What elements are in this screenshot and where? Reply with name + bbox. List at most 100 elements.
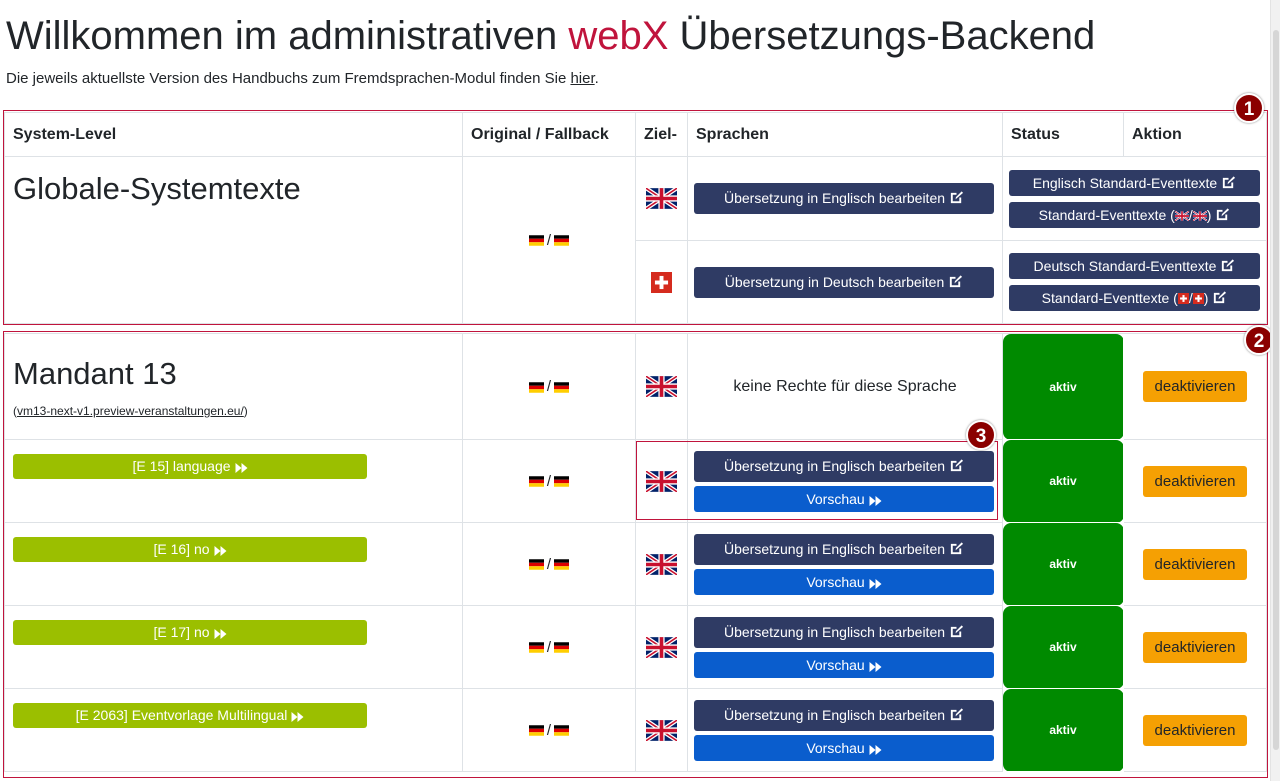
mandant-domain: (vm13-next-v1.preview-veranstaltungen.eu… — [13, 404, 454, 418]
preview-e16-button[interactable]: Vorschau — [694, 568, 994, 595]
table-row: [E 17] no / Übersetzung in Englisch bear… — [4, 605, 1267, 689]
fallback-cell: / — [462, 333, 636, 440]
fallback-separator: / — [546, 555, 552, 573]
preview-e17-button[interactable]: Vorschau — [694, 651, 994, 678]
deactivate-e16-button[interactable]: deaktivieren — [1143, 548, 1247, 580]
event-label-cell: [E 16] no — [4, 522, 463, 606]
german-flag-icon — [528, 725, 544, 736]
column-header-system-level: System-Level — [4, 112, 463, 157]
annotation-marker-3: 3 — [966, 420, 996, 450]
uk-flag-icon — [1192, 210, 1207, 221]
column-header-original: Original / Fallback — [462, 112, 636, 157]
language-action-cell: keine Rechte für diese Sprache — [687, 333, 1003, 440]
target-flag-cell — [635, 688, 688, 772]
edit-english-e2063-button[interactable]: Übersetzung in Englisch bearbeiten — [694, 699, 994, 731]
brand-name: webX — [568, 14, 669, 58]
manual-hint-end: . — [594, 70, 599, 87]
edit-english-global-button[interactable]: Übersetzung in Englisch bearbeiten — [694, 183, 994, 214]
section-spacer — [4, 323, 1267, 334]
spacer-cell — [4, 323, 1267, 334]
button-label: Übersetzung in Englisch bearbeiten — [723, 623, 946, 640]
event-label-cell: [E 17] no — [4, 605, 463, 689]
mandant-label-cell: Mandant 13 (vm13-next-v1.preview-veranst… — [4, 333, 463, 440]
vertical-scrollbar[interactable] — [1270, 0, 1280, 781]
german-flag-icon — [554, 642, 570, 653]
fallback-separator: / — [546, 721, 552, 739]
button-label: Übersetzung in Englisch bearbeiten — [723, 190, 946, 206]
german-flag-icon — [554, 476, 570, 487]
swiss-flag-icon — [1192, 293, 1204, 304]
page-title-text: Willkommen im administrativen — [6, 14, 569, 58]
uk-flag-icon — [646, 188, 677, 209]
fast-forward-icon — [869, 495, 882, 506]
event-e17-button[interactable]: [E 17] no — [13, 620, 367, 645]
uk-flag-icon — [646, 637, 677, 658]
fast-forward-icon — [291, 712, 304, 722]
uk-flag-icon — [646, 720, 677, 741]
german-flag-icon — [554, 725, 570, 736]
english-standard-eventtexte-button[interactable]: Englisch Standard-Eventtexte — [1009, 169, 1260, 196]
deutsch-standard-eventtexte-button[interactable]: Deutsch Standard-Eventtexte — [1009, 253, 1260, 279]
edit-german-global-button[interactable]: Übersetzung in Deutsch bearbeiten — [694, 266, 994, 298]
deactivate-e2063-button[interactable]: deaktivieren — [1143, 714, 1247, 746]
event-label-cell: [E 2063] Eventvorlage Multilingual — [4, 688, 463, 772]
mandant-label: Mandant 13 — [13, 355, 177, 391]
table-row: Übersetzung in Deutsch bearbeiten Deutsc… — [5, 240, 1267, 324]
edit-icon — [950, 191, 964, 204]
button-label: Vorschau — [806, 739, 865, 756]
uk-flag-icon — [1174, 210, 1189, 221]
event-label: [E 16] no — [153, 541, 210, 557]
edit-english-e15-button[interactable]: Übersetzung in Englisch bearbeiten — [694, 450, 994, 482]
mandant-domain-link[interactable]: vm13-next-v1.preview-veranstaltungen.eu/ — [17, 403, 244, 418]
button-label: Übersetzung in Englisch bearbeiten — [723, 706, 946, 723]
swiss-flag-icon — [651, 271, 672, 293]
german-flag-icon — [554, 381, 570, 393]
edit-english-e17-button[interactable]: Übersetzung in Englisch bearbeiten — [694, 616, 994, 648]
edit-icon — [950, 458, 964, 471]
table-header-row: System-Level Original / Fallback Ziel- S… — [4, 112, 1267, 157]
fallback-separator: / — [546, 231, 552, 249]
action-cell: deaktivieren — [1123, 688, 1267, 772]
button-label-end: ) — [1206, 206, 1212, 223]
domain-paren-close: ) — [243, 403, 248, 418]
uk-flag-icon — [646, 471, 677, 492]
column-header-status: Status — [1002, 112, 1124, 157]
action-cell: deaktivieren — [1123, 439, 1267, 523]
preview-e2063-button[interactable]: Vorschau — [694, 734, 994, 761]
standard-eventtexte-uk-button[interactable]: Standard-Eventtexte (/) — [1009, 201, 1260, 228]
german-flag-icon — [554, 559, 570, 570]
fast-forward-icon — [869, 744, 882, 755]
column-header-aktion: Aktion — [1123, 112, 1267, 157]
language-action-cell: Übersetzung in Deutsch bearbeiten — [687, 240, 1003, 324]
target-flag-cell — [635, 439, 688, 523]
edit-icon — [1222, 259, 1235, 272]
edit-english-e16-button[interactable]: Übersetzung in Englisch bearbeiten — [694, 533, 994, 565]
manual-link[interactable]: hier — [570, 70, 595, 87]
status-badge: aktiv — [1002, 522, 1124, 606]
preview-e15-button[interactable]: Vorschau — [694, 485, 994, 512]
event-e16-button[interactable]: [E 16] no — [13, 537, 367, 562]
swiss-flag-icon — [1177, 293, 1189, 304]
deactivate-e15-button[interactable]: deaktivieren — [1143, 465, 1247, 497]
fallback-separator: / — [546, 378, 552, 395]
edit-icon — [950, 707, 964, 720]
status-badge: aktiv — [1002, 439, 1124, 523]
event-e2063-button[interactable]: [E 2063] Eventvorlage Multilingual — [13, 703, 367, 728]
edit-icon — [950, 274, 963, 287]
action-cell: deaktivieren — [1123, 333, 1267, 440]
german-flag-icon — [554, 235, 570, 246]
manual-hint-text: Die jeweils aktuellste Version des Handb… — [6, 70, 571, 87]
edit-icon — [1214, 291, 1227, 304]
fast-forward-icon — [869, 661, 882, 672]
standard-eventtexte-ch-button[interactable]: Standard-Eventtexte (/) — [1009, 285, 1260, 311]
language-action-cell: Übersetzung in Englisch bearbeiten — [687, 156, 1003, 241]
scrollbar-thumb[interactable] — [1273, 30, 1279, 750]
event-e15-button[interactable]: [E 15] language — [13, 454, 367, 479]
table-row: Mandant 13 (vm13-next-v1.preview-veranst… — [4, 333, 1267, 440]
table-row: Globale-Systemtexte / Übersetzung in Eng… — [4, 156, 1267, 324]
table-row: [E 2063] Eventvorlage Multilingual / Übe… — [4, 688, 1267, 772]
button-label-end: ) — [1203, 290, 1209, 306]
german-flag-icon — [528, 476, 544, 487]
deactivate-e17-button[interactable]: deaktivieren — [1143, 631, 1247, 663]
deactivate-mandant-button[interactable]: deaktivieren — [1143, 371, 1247, 402]
